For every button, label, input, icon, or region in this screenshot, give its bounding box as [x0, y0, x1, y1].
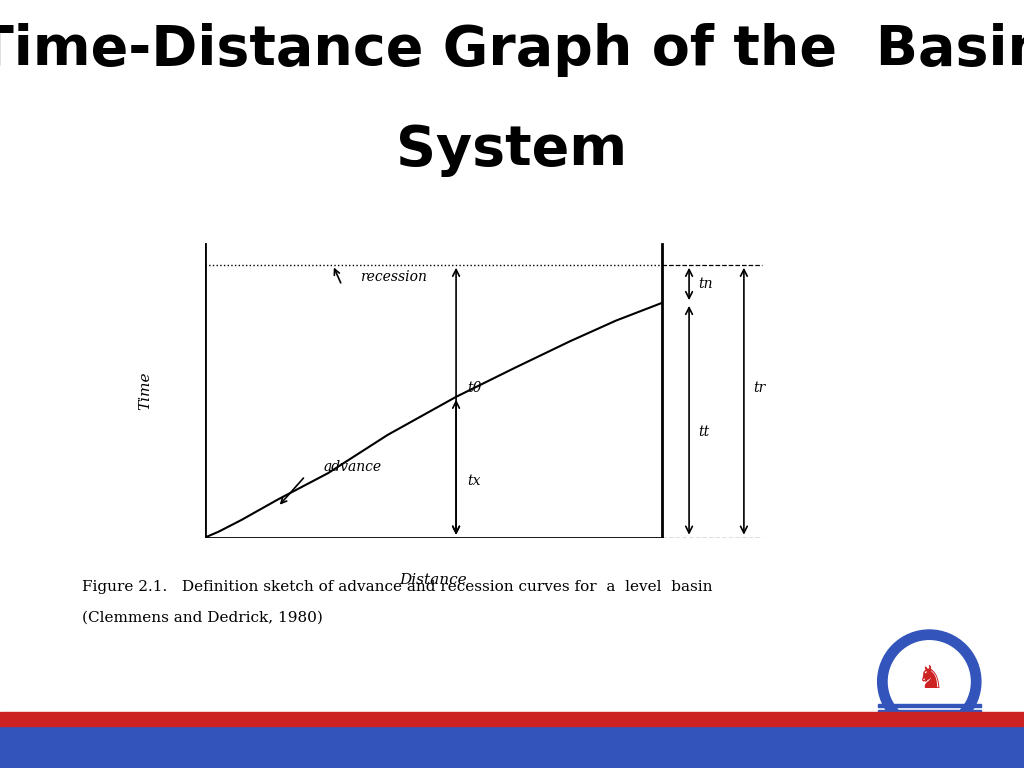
Text: Time-Distance Graph of the  Basin: Time-Distance Graph of the Basin — [0, 23, 1024, 77]
Text: recession: recession — [360, 270, 427, 283]
Text: t0: t0 — [468, 381, 482, 395]
Text: Time: Time — [138, 372, 153, 410]
Text: tr: tr — [753, 381, 765, 395]
Text: advance: advance — [324, 460, 382, 474]
Bar — [878, 704, 981, 707]
Text: tx: tx — [468, 475, 481, 488]
Bar — [878, 716, 981, 719]
Bar — [878, 710, 981, 713]
Text: Figure 2.1.   Definition sketch of advance and recession curves for  a  level  b: Figure 2.1. Definition sketch of advance… — [82, 580, 713, 594]
Text: ♞: ♞ — [915, 665, 943, 694]
Circle shape — [889, 641, 970, 723]
Text: Distance: Distance — [399, 573, 467, 587]
Bar — [878, 722, 981, 725]
Text: System: System — [396, 123, 628, 177]
Circle shape — [878, 630, 981, 733]
Text: (Clemmens and Dedrick, 1980): (Clemmens and Dedrick, 1980) — [82, 611, 323, 624]
Text: tn: tn — [698, 277, 713, 291]
Text: tt: tt — [698, 425, 710, 439]
